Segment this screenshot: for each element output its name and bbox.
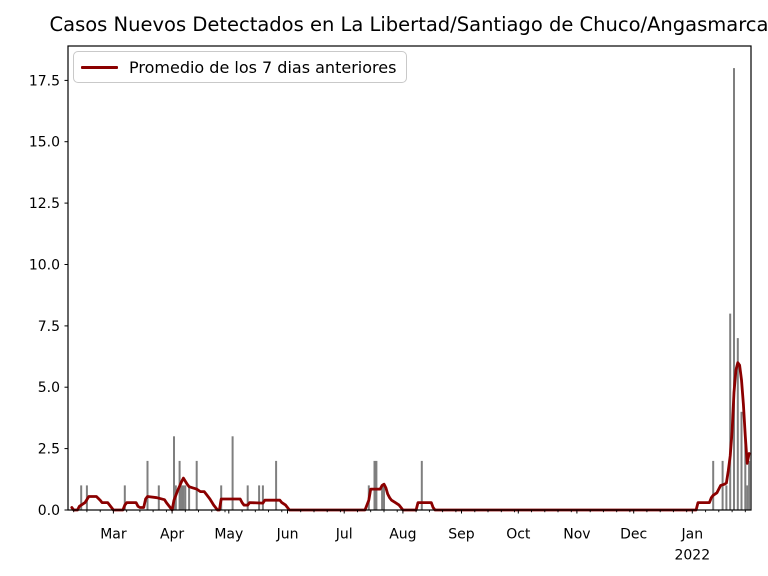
bar <box>231 436 234 510</box>
x-tick-year-label: 2022 <box>674 548 710 564</box>
bar <box>188 485 191 510</box>
bar <box>195 460 198 510</box>
bars-series <box>80 68 751 510</box>
x-tick-label: Jul <box>335 527 353 543</box>
bar <box>375 460 378 510</box>
bar <box>746 485 749 510</box>
bar <box>80 485 83 510</box>
bar <box>736 338 739 510</box>
avg-line <box>70 361 751 512</box>
bar <box>182 485 185 510</box>
y-tick-label: 12.5 <box>29 196 60 212</box>
bar <box>123 485 126 510</box>
bar <box>725 485 728 510</box>
x-axis: Mar Apr May Jun Jul Aug Sep Oct Nov Dec Jan 2022 <box>73 510 746 564</box>
bar <box>748 460 751 510</box>
bar <box>729 313 732 510</box>
y-tick-label: 10.0 <box>29 258 60 274</box>
x-tick-label: Aug <box>389 527 416 543</box>
x-tick-label: Dec <box>620 527 647 543</box>
bar <box>383 485 385 510</box>
bar <box>381 485 384 510</box>
bar <box>184 485 187 510</box>
y-tick-label: 2.5 <box>38 442 60 458</box>
legend-line-sample <box>81 65 118 69</box>
bar <box>744 436 747 510</box>
bar <box>258 485 261 510</box>
chart-title: Casos Nuevos Detectados en La Libertad/S… <box>49 13 768 36</box>
y-axis: 0.0 2.5 5.0 7.5 10.0 12.5 15.0 17.5 <box>29 73 68 519</box>
plot-border <box>67 45 752 511</box>
bar <box>146 460 149 510</box>
y-tick-label: 7.5 <box>38 319 60 335</box>
legend-label: Promedio de los 7 dias anteriores <box>129 57 397 77</box>
bar <box>712 460 715 510</box>
x-tick-label: Nov <box>563 527 590 543</box>
bar <box>180 485 183 510</box>
bar <box>740 411 743 510</box>
y-tick-label: 5.0 <box>38 380 60 396</box>
x-tick-label: Apr <box>160 527 184 543</box>
x-tick-label: May <box>214 527 243 543</box>
bar <box>733 68 735 510</box>
legend: Promedio de los 7 dias anteriores <box>73 51 408 83</box>
bar <box>246 485 249 510</box>
y-tick-label: 15.0 <box>29 135 60 151</box>
bar <box>275 460 278 510</box>
y-tick-label: 17.5 <box>29 73 60 89</box>
bar <box>173 436 175 510</box>
x-tick-label: Sep <box>448 527 475 543</box>
bar <box>373 460 376 510</box>
x-tick-label: Mar <box>100 527 127 543</box>
bar <box>420 460 423 510</box>
y-tick-label: 0.0 <box>38 503 60 519</box>
x-tick-label: Jun <box>276 527 299 543</box>
x-tick-label: Oct <box>506 527 531 543</box>
bar <box>261 485 264 510</box>
x-tick-label: Jan <box>681 527 704 543</box>
